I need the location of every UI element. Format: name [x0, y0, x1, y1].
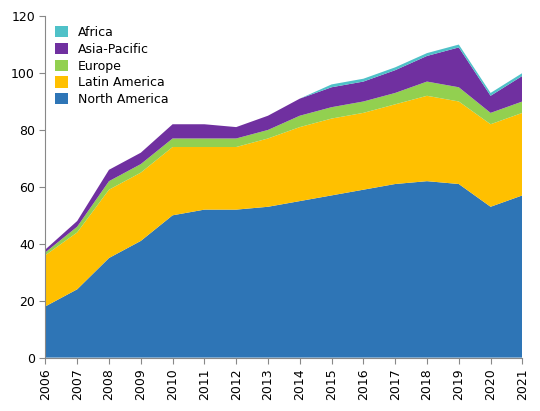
Legend: Africa, Asia-Pacific, Europe, Latin America, North America: Africa, Asia-Pacific, Europe, Latin Amer…	[52, 22, 172, 110]
